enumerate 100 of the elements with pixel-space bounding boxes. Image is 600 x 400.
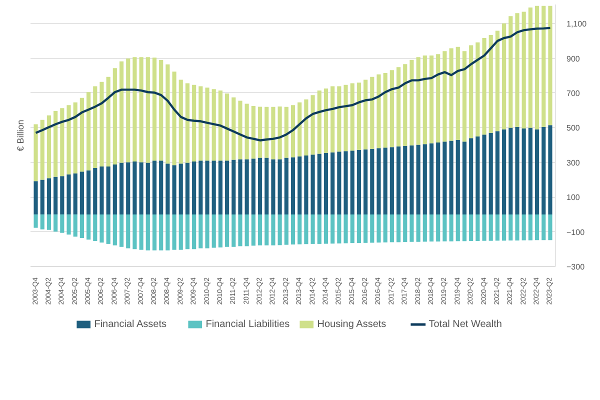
bar bbox=[258, 106, 262, 158]
bar bbox=[178, 80, 183, 164]
bar bbox=[225, 214, 230, 247]
bar bbox=[172, 72, 176, 166]
bar bbox=[534, 6, 540, 130]
bar bbox=[436, 142, 440, 214]
bar bbox=[119, 214, 124, 247]
bar bbox=[390, 214, 394, 242]
bar bbox=[488, 35, 493, 133]
bar bbox=[271, 214, 276, 246]
bar bbox=[80, 98, 84, 172]
bar bbox=[376, 148, 381, 214]
bar bbox=[232, 214, 236, 247]
bar bbox=[317, 214, 322, 244]
bar bbox=[166, 164, 170, 214]
bar bbox=[350, 83, 354, 151]
bar bbox=[278, 106, 282, 160]
bar bbox=[139, 57, 144, 162]
bar bbox=[370, 214, 374, 243]
bar bbox=[278, 214, 282, 246]
bar bbox=[278, 159, 282, 214]
bar bbox=[356, 150, 361, 214]
bar bbox=[112, 68, 117, 164]
bar bbox=[376, 74, 381, 148]
bar bbox=[152, 214, 157, 250]
bar bbox=[54, 214, 58, 232]
bar bbox=[522, 128, 526, 214]
bar bbox=[330, 214, 335, 244]
bar bbox=[337, 86, 342, 152]
bar bbox=[73, 102, 78, 174]
bar bbox=[542, 6, 546, 127]
bar bbox=[462, 142, 467, 214]
bar bbox=[225, 160, 230, 214]
bar bbox=[86, 170, 91, 214]
bar bbox=[192, 214, 196, 250]
bar bbox=[298, 102, 302, 156]
bar bbox=[146, 214, 150, 250]
bar bbox=[152, 58, 157, 161]
legend-label: Financial Liabilities bbox=[206, 319, 290, 330]
bar bbox=[396, 67, 401, 146]
bar bbox=[317, 154, 322, 214]
bar bbox=[264, 106, 269, 158]
bar bbox=[476, 214, 480, 241]
bar bbox=[119, 61, 124, 163]
bar bbox=[46, 115, 52, 178]
bar bbox=[356, 82, 361, 150]
bar bbox=[429, 214, 434, 242]
legend-label: Total Net Wealth bbox=[428, 319, 502, 330]
bar bbox=[139, 214, 144, 250]
bar bbox=[429, 56, 434, 144]
bar bbox=[528, 7, 532, 128]
bar bbox=[244, 104, 249, 160]
bar bbox=[534, 214, 540, 240]
bar bbox=[198, 214, 203, 248]
bar bbox=[86, 92, 91, 170]
bar bbox=[80, 214, 84, 238]
bar bbox=[73, 214, 78, 237]
bar bbox=[264, 214, 269, 246]
bar bbox=[100, 166, 104, 214]
bar bbox=[449, 48, 454, 141]
bar bbox=[310, 214, 315, 244]
bar bbox=[146, 162, 150, 214]
bar bbox=[410, 60, 414, 146]
bar bbox=[476, 136, 480, 214]
bar bbox=[324, 214, 328, 244]
bar bbox=[205, 160, 210, 214]
bar bbox=[218, 214, 222, 248]
bar bbox=[456, 214, 460, 242]
bar bbox=[54, 111, 58, 177]
bar bbox=[238, 214, 242, 246]
bar bbox=[416, 57, 420, 145]
bar bbox=[126, 162, 130, 214]
bar bbox=[482, 134, 486, 214]
bar bbox=[185, 162, 190, 214]
bar bbox=[356, 214, 361, 244]
bar bbox=[244, 159, 249, 214]
bar bbox=[34, 181, 38, 214]
y-axis-title: € Billion bbox=[16, 120, 26, 152]
bar bbox=[232, 97, 236, 160]
bar bbox=[290, 105, 296, 158]
y-tick-label: −100 bbox=[566, 228, 586, 237]
bar bbox=[528, 214, 532, 240]
bar bbox=[212, 214, 216, 248]
bar bbox=[422, 214, 427, 242]
bar bbox=[482, 38, 486, 135]
bar bbox=[304, 99, 308, 156]
bar bbox=[290, 214, 296, 244]
bar bbox=[337, 152, 342, 214]
bar bbox=[119, 162, 124, 214]
bar bbox=[185, 214, 190, 250]
bar bbox=[198, 160, 203, 214]
bar bbox=[317, 90, 322, 154]
bar bbox=[244, 214, 249, 246]
bar bbox=[488, 214, 493, 241]
bar bbox=[146, 57, 150, 163]
bar bbox=[205, 214, 210, 248]
bar bbox=[178, 214, 183, 250]
bar bbox=[429, 143, 434, 214]
bar bbox=[495, 131, 500, 214]
bar bbox=[442, 142, 447, 214]
